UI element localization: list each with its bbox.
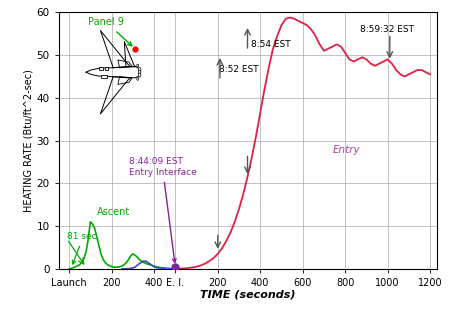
Text: 8:44:09 EST
Entry Interface: 8:44:09 EST Entry Interface xyxy=(129,157,196,262)
Ellipse shape xyxy=(138,70,141,74)
FancyBboxPatch shape xyxy=(99,67,103,70)
Text: 8:54 EST: 8:54 EST xyxy=(251,40,290,49)
Text: Panel 9: Panel 9 xyxy=(88,17,132,46)
Text: 8:59:32 EST: 8:59:32 EST xyxy=(360,25,414,34)
Text: Ascent: Ascent xyxy=(97,207,130,218)
Ellipse shape xyxy=(138,73,141,77)
Ellipse shape xyxy=(138,67,141,71)
Text: Entry: Entry xyxy=(333,146,360,155)
Text: 81 sec.: 81 sec. xyxy=(67,232,99,264)
FancyBboxPatch shape xyxy=(101,75,108,78)
Y-axis label: HEATING RATE (Btu/ft^2-sec): HEATING RATE (Btu/ft^2-sec) xyxy=(23,69,34,212)
Ellipse shape xyxy=(137,78,139,80)
Text: 8:52 EST: 8:52 EST xyxy=(220,65,259,74)
X-axis label: TIME (seconds): TIME (seconds) xyxy=(200,289,295,299)
Ellipse shape xyxy=(137,64,139,67)
FancyBboxPatch shape xyxy=(105,67,108,70)
